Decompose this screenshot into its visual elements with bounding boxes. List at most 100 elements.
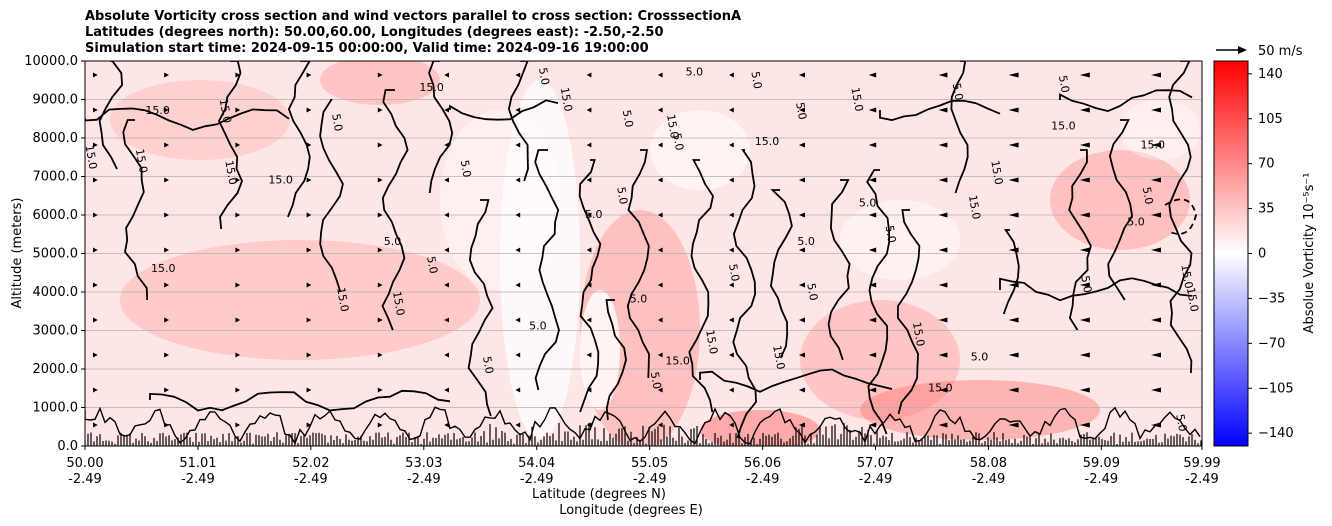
wind-vector-arrow (868, 177, 877, 183)
x-tick-label-lon: -2.49 (746, 472, 780, 487)
x-tick-label-lat: 54.04 (518, 456, 555, 471)
contour-line (866, 169, 891, 435)
colorbar-tick-label: 70 (1258, 157, 1275, 172)
x-tick-label-lon: -2.49 (68, 472, 102, 487)
contour-line (732, 149, 757, 439)
wind-vector-arrow (729, 352, 734, 358)
wind-vector-arrow (729, 72, 734, 78)
wind-vector-arrow (444, 142, 449, 148)
colorbar-tick-label: −35 (1258, 291, 1285, 306)
wind-vector-arrow (306, 72, 312, 78)
wind-vector-arrow (164, 282, 169, 288)
wind-vector-arrow (515, 282, 521, 288)
wind-vector-arrow (657, 177, 663, 183)
wind-vector-arrow (729, 142, 734, 148)
contour-label: 15.0 (133, 148, 150, 174)
contour-line (98, 61, 124, 170)
wind-vector-arrow (1079, 177, 1090, 183)
wind-vector-arrow (235, 282, 241, 288)
contour-label: 15.0 (665, 354, 690, 367)
wind-vector-arrow (798, 72, 805, 78)
wind-vector-arrow (868, 422, 877, 428)
wind-vector-arrow (729, 177, 734, 183)
wind-vector-arrow (798, 317, 805, 323)
wind-vector-arrow (1079, 317, 1090, 323)
x-tick-label-lat: 51.01 (179, 456, 216, 471)
contour-line (287, 61, 311, 218)
wind-vector-arrow (657, 352, 663, 358)
contour-label: 15.0 (222, 159, 239, 185)
y-tick-label: 8000.0 (33, 131, 79, 146)
wind-vector-arrow (515, 317, 521, 323)
wind-vector-arrow (164, 107, 169, 113)
wind-vector-arrow (235, 317, 241, 323)
wind-vector-arrow (586, 317, 592, 323)
vorticity-blob (1050, 150, 1190, 250)
contour-label: 15.0 (848, 86, 865, 112)
contour-line (217, 61, 243, 230)
wind-vector-arrow (164, 72, 169, 78)
wind-vector-arrow (93, 107, 98, 113)
contour-label: 15.0 (419, 81, 444, 94)
contour-label: 5.0 (424, 255, 440, 274)
wind-vector-arrow (938, 282, 948, 288)
x-axis-label-longitude: Longitude (degrees E) (559, 503, 703, 518)
contour-label: 15.0 (928, 381, 953, 394)
wind-vector-arrow (444, 107, 449, 113)
colorbar-tick-label: 35 (1258, 202, 1275, 217)
contour-line (688, 159, 714, 413)
contour-label: 15.0 (1178, 263, 1195, 289)
wind-vector-arrow (798, 177, 805, 183)
contour-line (1059, 89, 1193, 113)
contour-line (428, 61, 454, 194)
contour-label: 5.0 (536, 67, 552, 86)
y-tick-label: 10000.0 (24, 54, 78, 69)
x-tick-label-lat: 57.07 (857, 456, 894, 471)
vorticity-blob (120, 240, 480, 360)
terrain-noise (85, 406, 1202, 446)
wind-vector-arrow (444, 422, 449, 428)
y-tick-label: 5000.0 (33, 247, 79, 262)
x-tick-label-lon: -2.49 (181, 472, 215, 487)
contour-label: 5.0 (1173, 413, 1189, 432)
chart-title-line-3: Simulation start time: 2024-09-15 00:00:… (85, 41, 649, 56)
wind-vector-arrow (1151, 352, 1161, 358)
wind-vector-arrow (868, 352, 877, 358)
wind-vector-arrow (586, 72, 592, 78)
contour-line (381, 89, 409, 331)
contour-label: 5.0 (726, 263, 742, 282)
x-tick-label-lon: -2.49 (972, 472, 1006, 487)
wind-vector-arrow (586, 212, 592, 218)
wind-vector-arrow (1079, 282, 1090, 288)
contour-labels: 15.015.0 15.015.015.015.0 15.05.015.05.015… (85, 66, 1201, 433)
wind-vector-arrow (235, 247, 241, 253)
wind-vector-arrow (377, 72, 383, 78)
wind-vector-arrow (657, 142, 663, 148)
contour-label: 5.0 (1140, 186, 1156, 205)
wind-vector-arrow (798, 107, 805, 113)
wind-vector-arrow (377, 352, 383, 358)
contour-label: 5.0 (950, 82, 966, 101)
wind-vector-arrow (657, 247, 663, 253)
colorbar (1213, 60, 1249, 447)
wind-vector-arrow (515, 107, 521, 113)
colorbar-tick-label: 0 (1258, 247, 1266, 262)
contour-label: 5.0 (614, 186, 630, 205)
wind-vector-arrow (938, 142, 948, 148)
wind-vector-arrow (93, 352, 98, 358)
wind-vector-arrow (657, 387, 663, 393)
wind-vector-arrow (235, 422, 241, 428)
wind-vector-arrow (586, 177, 592, 183)
contour-line (449, 99, 559, 121)
wind-vector-arrow (1008, 72, 1019, 78)
wind-vector-arrow (586, 107, 592, 113)
wind-vector-arrow (586, 352, 592, 358)
wind-vector-arrow (798, 387, 805, 393)
wind-vector-arrow (938, 247, 948, 253)
y-axis-label: Altitude (meters) (10, 198, 25, 309)
vorticity-field (110, 61, 1200, 446)
wind-vector-arrow (868, 247, 877, 253)
x-tick-label-lat: 53.03 (405, 456, 442, 471)
wind-vector-arrow (306, 422, 312, 428)
chart-title-line-1: Absolute Vorticity cross section and win… (85, 9, 742, 24)
